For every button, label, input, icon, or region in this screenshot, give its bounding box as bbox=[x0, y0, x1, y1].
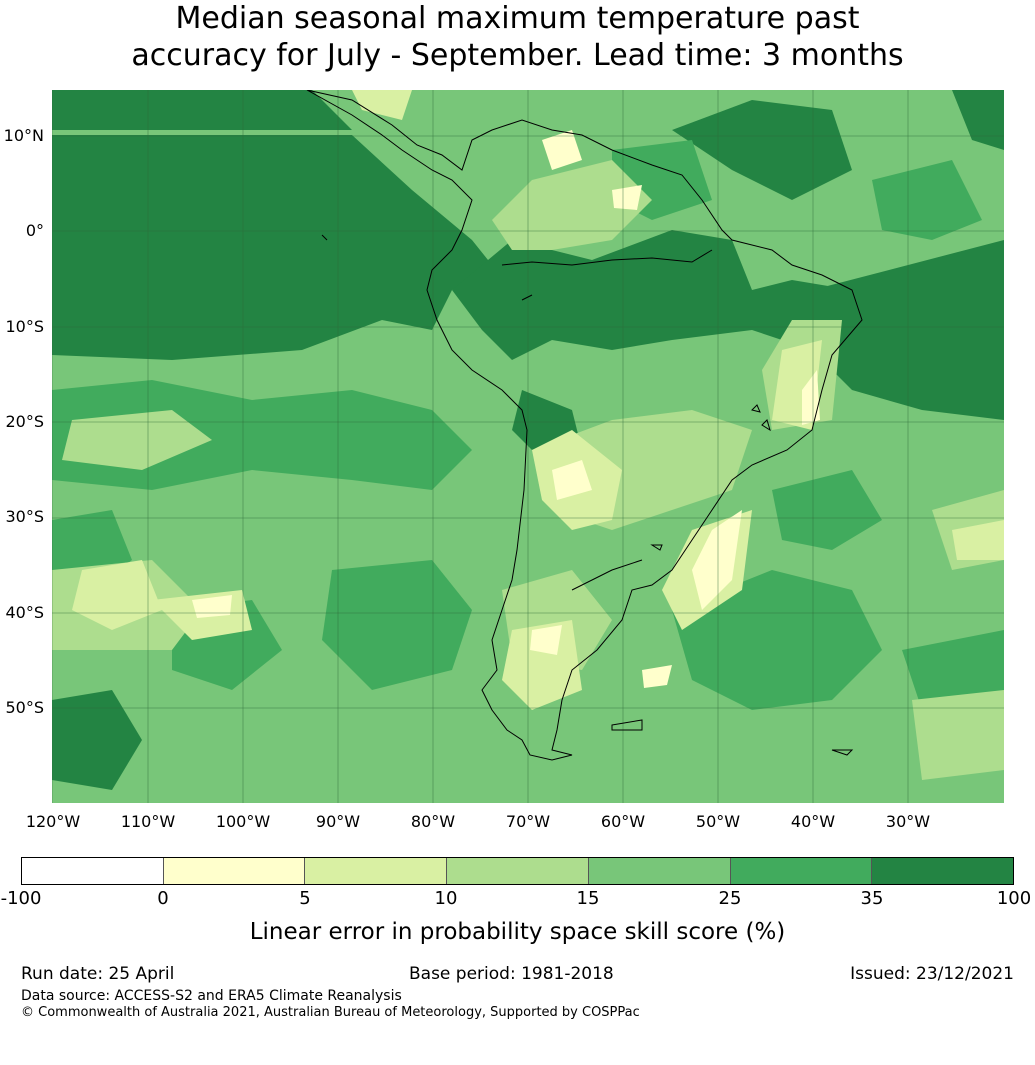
lon-label-110w: 110°W bbox=[120, 812, 176, 831]
colorbar-segment bbox=[872, 858, 1014, 884]
colorbar-segment bbox=[730, 858, 873, 884]
copyright: © Commonwealth of Australia 2021, Austra… bbox=[21, 1005, 640, 1020]
data-source: Data source: ACCESS-S2 and ERA5 Climate … bbox=[21, 988, 402, 1004]
coastline bbox=[306, 90, 863, 761]
skill-zone-palest bbox=[192, 130, 820, 688]
title-line-1: Median seasonal maximum temperature past bbox=[175, 1, 860, 36]
lon-label-60w: 60°W bbox=[600, 812, 646, 831]
lon-label-50w: 50°W bbox=[695, 812, 741, 831]
run-date: Run date: 25 April bbox=[21, 964, 175, 984]
lon-label-100w: 100°W bbox=[215, 812, 271, 831]
colorbar-label: Linear error in probability space skill … bbox=[249, 919, 786, 945]
map-title: Median seasonal maximum temperature past… bbox=[0, 0, 1035, 74]
colorbar-tick: 100 bbox=[996, 888, 1032, 909]
colorbar-tick: -100 bbox=[0, 888, 42, 909]
lat-label-40s: 40°S bbox=[5, 603, 44, 622]
colorbar-tick: 5 bbox=[299, 888, 311, 909]
lon-label-80w: 80°W bbox=[410, 812, 456, 831]
lat-label-50s: 50°S bbox=[5, 698, 44, 717]
lon-label-30w: 30°W bbox=[885, 812, 931, 831]
lat-label-30s: 30°S bbox=[5, 507, 44, 526]
skill-map bbox=[52, 90, 1004, 803]
lon-label-120w: 120°W bbox=[25, 812, 81, 831]
graticule bbox=[52, 90, 1004, 803]
lon-label-40w: 40°W bbox=[790, 812, 836, 831]
colorbar-segment bbox=[22, 858, 164, 884]
issued-date: Issued: 23/12/2021 bbox=[850, 964, 1014, 984]
lat-label-0: 0° bbox=[25, 221, 44, 240]
skill-zone-dark bbox=[52, 90, 1004, 790]
lat-label-20s: 20°S bbox=[5, 412, 44, 431]
colorbar-tick: 25 bbox=[718, 888, 742, 909]
base-period: Base period: 1981-2018 bbox=[409, 964, 614, 984]
colorbar bbox=[21, 857, 1014, 885]
map-svg bbox=[52, 90, 1004, 803]
colorbar-segment bbox=[588, 858, 731, 884]
colorbar-segment bbox=[305, 858, 448, 884]
lon-label-70w: 70°W bbox=[505, 812, 551, 831]
lat-label-10n: 10°N bbox=[3, 126, 44, 145]
colorbar-tick: 35 bbox=[860, 888, 884, 909]
lon-label-90w: 90°W bbox=[315, 812, 361, 831]
lat-label-10s: 10°S bbox=[5, 317, 44, 336]
colorbar-tick: 0 bbox=[157, 888, 169, 909]
colorbar-segment bbox=[447, 858, 589, 884]
title-line-2: accuracy for July - September. Lead time… bbox=[131, 38, 904, 73]
colorbar-tick: 10 bbox=[434, 888, 458, 909]
colorbar-segment bbox=[163, 858, 306, 884]
colorbar-tick: 15 bbox=[576, 888, 600, 909]
